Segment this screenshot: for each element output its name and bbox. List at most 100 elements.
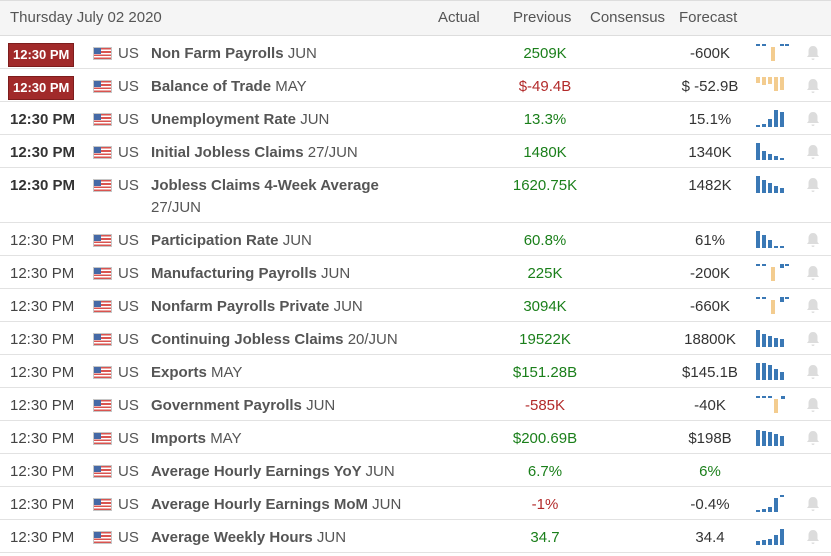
bell-icon[interactable] [806, 265, 820, 281]
event-country: US [118, 144, 139, 161]
event-row[interactable]: 12:30 PM US Imports MAY $200.69B $198B [0, 421, 831, 454]
event-name[interactable]: Initial Jobless Claims 27/JUN [151, 144, 358, 161]
previous-value: 1620.75K [512, 177, 578, 194]
col-forecast[interactable]: Forecast [679, 9, 738, 26]
event-row[interactable]: 12:30 PM US Average Hourly Earnings MoM … [0, 487, 831, 520]
event-name[interactable]: Average Weekly Hours JUN [151, 529, 347, 546]
event-country: US [118, 430, 139, 447]
event-name[interactable]: Jobless Claims 4-Week Average 27/JUN [151, 177, 379, 216]
sparkline-chart [756, 110, 790, 127]
event-country: US [118, 397, 139, 414]
forecast-value: -40K [694, 397, 726, 414]
date-heading: Thursday July 02 2020 [10, 9, 162, 26]
event-row[interactable]: 12:30 PM US Manufacturing Payrolls JUN 2… [0, 256, 831, 289]
us-flag-icon [93, 300, 112, 313]
forecast-value: -660K [689, 298, 731, 315]
sparkline-chart [756, 396, 790, 413]
bell-icon[interactable] [806, 529, 820, 545]
event-country: US [118, 111, 139, 128]
event-row[interactable]: 12:30 PM US Participation Rate JUN 60.8%… [0, 223, 831, 256]
previous-value: 225K [527, 265, 563, 282]
event-time: 12:30 PM [10, 232, 75, 249]
col-previous[interactable]: Previous [513, 9, 572, 26]
event-row[interactable]: 12:30 PM US Government Payrolls JUN -585… [0, 388, 831, 421]
event-time: 12:30 PM [10, 265, 75, 282]
event-name[interactable]: Imports MAY [151, 430, 242, 447]
forecast-value: -600K [689, 45, 731, 62]
us-flag-icon [93, 333, 112, 346]
forecast-value: 34.4 [695, 529, 725, 546]
event-name[interactable]: Manufacturing Payrolls JUN [151, 265, 351, 282]
event-row[interactable]: 12:30 PM US Balance of Trade MAY $-49.4B… [0, 69, 831, 102]
bell-icon[interactable] [806, 298, 820, 314]
sparkline-chart [756, 495, 790, 512]
event-row[interactable]: 12:30 PM US Average Weekly Hours JUN 34.… [0, 520, 831, 553]
forecast-value: 6% [699, 463, 721, 480]
previous-value: 13.3% [523, 111, 567, 128]
us-flag-icon [93, 234, 112, 247]
event-name[interactable]: Participation Rate JUN [151, 232, 312, 249]
event-time: 12:30 PM [10, 463, 75, 480]
event-time: 12:30 PM [10, 331, 75, 348]
event-time: 12:30 PM [10, 364, 75, 381]
forecast-value: 61% [694, 232, 726, 249]
event-row[interactable]: 12:30 PM US Initial Jobless Claims 27/JU… [0, 135, 831, 168]
bell-icon[interactable] [806, 496, 820, 512]
previous-value: $200.69B [512, 430, 578, 447]
event-country: US [118, 463, 139, 480]
event-row[interactable]: 12:30 PM US Nonfarm Payrolls Private JUN… [0, 289, 831, 322]
us-flag-icon [93, 146, 112, 159]
event-name[interactable]: Unemployment Rate JUN [151, 111, 330, 128]
event-time: 12:30 PM [10, 496, 75, 513]
event-row[interactable]: 12:30 PM US Continuing Jobless Claims 20… [0, 322, 831, 355]
previous-value: 6.7% [527, 463, 563, 480]
event-row[interactable]: 12:30 PM US Exports MAY $151.28B $145.1B [0, 355, 831, 388]
us-flag-icon [93, 432, 112, 445]
bell-icon[interactable] [806, 144, 820, 160]
event-country: US [118, 496, 139, 513]
event-name[interactable]: Non Farm Payrolls JUN [151, 45, 317, 62]
event-name[interactable]: Exports MAY [151, 364, 243, 381]
forecast-value: $ -52.9B [681, 78, 739, 95]
event-name[interactable]: Average Hourly Earnings YoY JUN [151, 463, 395, 480]
forecast-value: $145.1B [682, 364, 738, 381]
forecast-value: 1482K [688, 177, 732, 194]
us-flag-icon [93, 80, 112, 93]
us-flag-icon [93, 366, 112, 379]
previous-value: -1% [531, 496, 559, 513]
us-flag-icon [93, 465, 112, 478]
us-flag-icon [93, 179, 112, 192]
previous-value: 2509K [523, 45, 567, 62]
bell-icon[interactable] [806, 364, 820, 380]
bell-icon[interactable] [806, 397, 820, 413]
bell-icon[interactable] [806, 232, 820, 248]
event-name[interactable]: Balance of Trade MAY [151, 78, 307, 95]
event-country: US [118, 78, 139, 95]
event-row[interactable]: 12:30 PM US Non Farm Payrolls JUN 2509K … [0, 36, 831, 69]
bell-icon[interactable] [806, 331, 820, 347]
event-name[interactable]: Government Payrolls JUN [151, 397, 336, 414]
event-name[interactable]: Average Hourly Earnings MoM JUN [151, 496, 402, 513]
forecast-value: 15.1% [688, 111, 732, 128]
event-row[interactable]: 12:30 PM US Average Hourly Earnings YoY … [0, 454, 831, 487]
forecast-value: 18800K [684, 331, 736, 348]
forecast-value: -200K [689, 265, 731, 282]
bell-icon[interactable] [806, 45, 820, 61]
bell-icon[interactable] [806, 177, 820, 193]
previous-value: 60.8% [523, 232, 567, 249]
event-row[interactable]: 12:30 PM US Unemployment Rate JUN 13.3% … [0, 102, 831, 135]
sparkline-chart [756, 176, 790, 193]
bell-icon[interactable] [806, 111, 820, 127]
event-time: 12:30 PM [10, 397, 75, 414]
event-name[interactable]: Nonfarm Payrolls Private JUN [151, 298, 363, 315]
col-consensus[interactable]: Consensus [590, 9, 666, 26]
event-name[interactable]: Continuing Jobless Claims 20/JUN [151, 331, 398, 348]
bell-icon[interactable] [806, 430, 820, 446]
col-actual[interactable]: Actual [438, 9, 480, 26]
event-row[interactable]: 12:30 PM US Jobless Claims 4-Week Averag… [0, 168, 831, 223]
bell-icon[interactable] [806, 78, 820, 94]
event-time: 12:30 PM [8, 76, 75, 100]
event-country: US [118, 265, 139, 282]
previous-value: 19522K [519, 331, 571, 348]
